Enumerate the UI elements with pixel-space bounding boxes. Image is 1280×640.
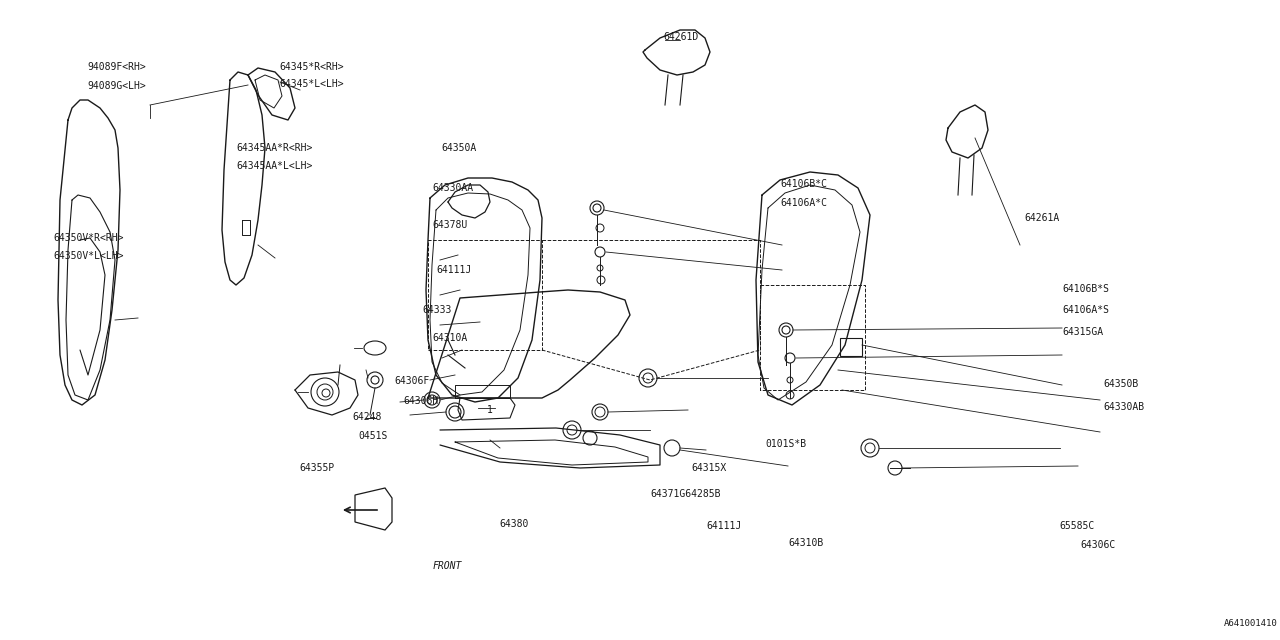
Text: 0451S: 0451S [358, 431, 388, 442]
Text: 64261D: 64261D [663, 32, 699, 42]
Text: 64106B*C: 64106B*C [781, 179, 828, 189]
Text: FRONT: FRONT [433, 561, 462, 571]
Text: 64350B: 64350B [1103, 379, 1139, 389]
Text: 64106B*S: 64106B*S [1062, 284, 1110, 294]
Text: A641001410: A641001410 [1224, 620, 1277, 628]
Text: 94089F<RH>: 94089F<RH> [87, 62, 146, 72]
Text: 64306F: 64306F [394, 376, 430, 386]
Text: 0101S*B: 0101S*B [765, 439, 806, 449]
Text: 64306C: 64306C [1080, 540, 1116, 550]
Text: 64345AA*L<LH>: 64345AA*L<LH> [237, 161, 314, 172]
Text: 64330AA: 64330AA [433, 183, 474, 193]
Text: 64350V*L<LH>: 64350V*L<LH> [54, 251, 124, 261]
Text: 64306H: 64306H [403, 396, 439, 406]
Text: 64330AB: 64330AB [1103, 402, 1144, 412]
Text: 64111J: 64111J [436, 265, 472, 275]
Text: 64261A: 64261A [1024, 212, 1060, 223]
Text: 64380: 64380 [499, 518, 529, 529]
Text: 64248: 64248 [352, 412, 381, 422]
Text: 64345*R<RH>: 64345*R<RH> [279, 62, 343, 72]
Text: 64350A: 64350A [442, 143, 477, 154]
Text: 64333: 64333 [422, 305, 452, 315]
Text: 64315X: 64315X [691, 463, 727, 474]
Text: 94089G<LH>: 94089G<LH> [87, 81, 146, 92]
Text: 1: 1 [488, 405, 493, 415]
Text: 64111J: 64111J [707, 521, 742, 531]
Text: 64106A*C: 64106A*C [781, 198, 828, 208]
Text: 64106A*S: 64106A*S [1062, 305, 1110, 316]
Text: 64310B: 64310B [788, 538, 824, 548]
Text: 64378U: 64378U [433, 220, 468, 230]
Text: 64310A: 64310A [433, 333, 468, 343]
Text: 64371G64285B: 64371G64285B [650, 489, 721, 499]
Text: 64345AA*R<RH>: 64345AA*R<RH> [237, 143, 314, 154]
Text: 64355P: 64355P [300, 463, 335, 474]
Text: 64315GA: 64315GA [1062, 326, 1103, 337]
FancyBboxPatch shape [840, 338, 861, 356]
Text: 65585C: 65585C [1060, 521, 1096, 531]
Text: 64345*L<LH>: 64345*L<LH> [279, 79, 343, 90]
Text: 64350V*R<RH>: 64350V*R<RH> [54, 233, 124, 243]
